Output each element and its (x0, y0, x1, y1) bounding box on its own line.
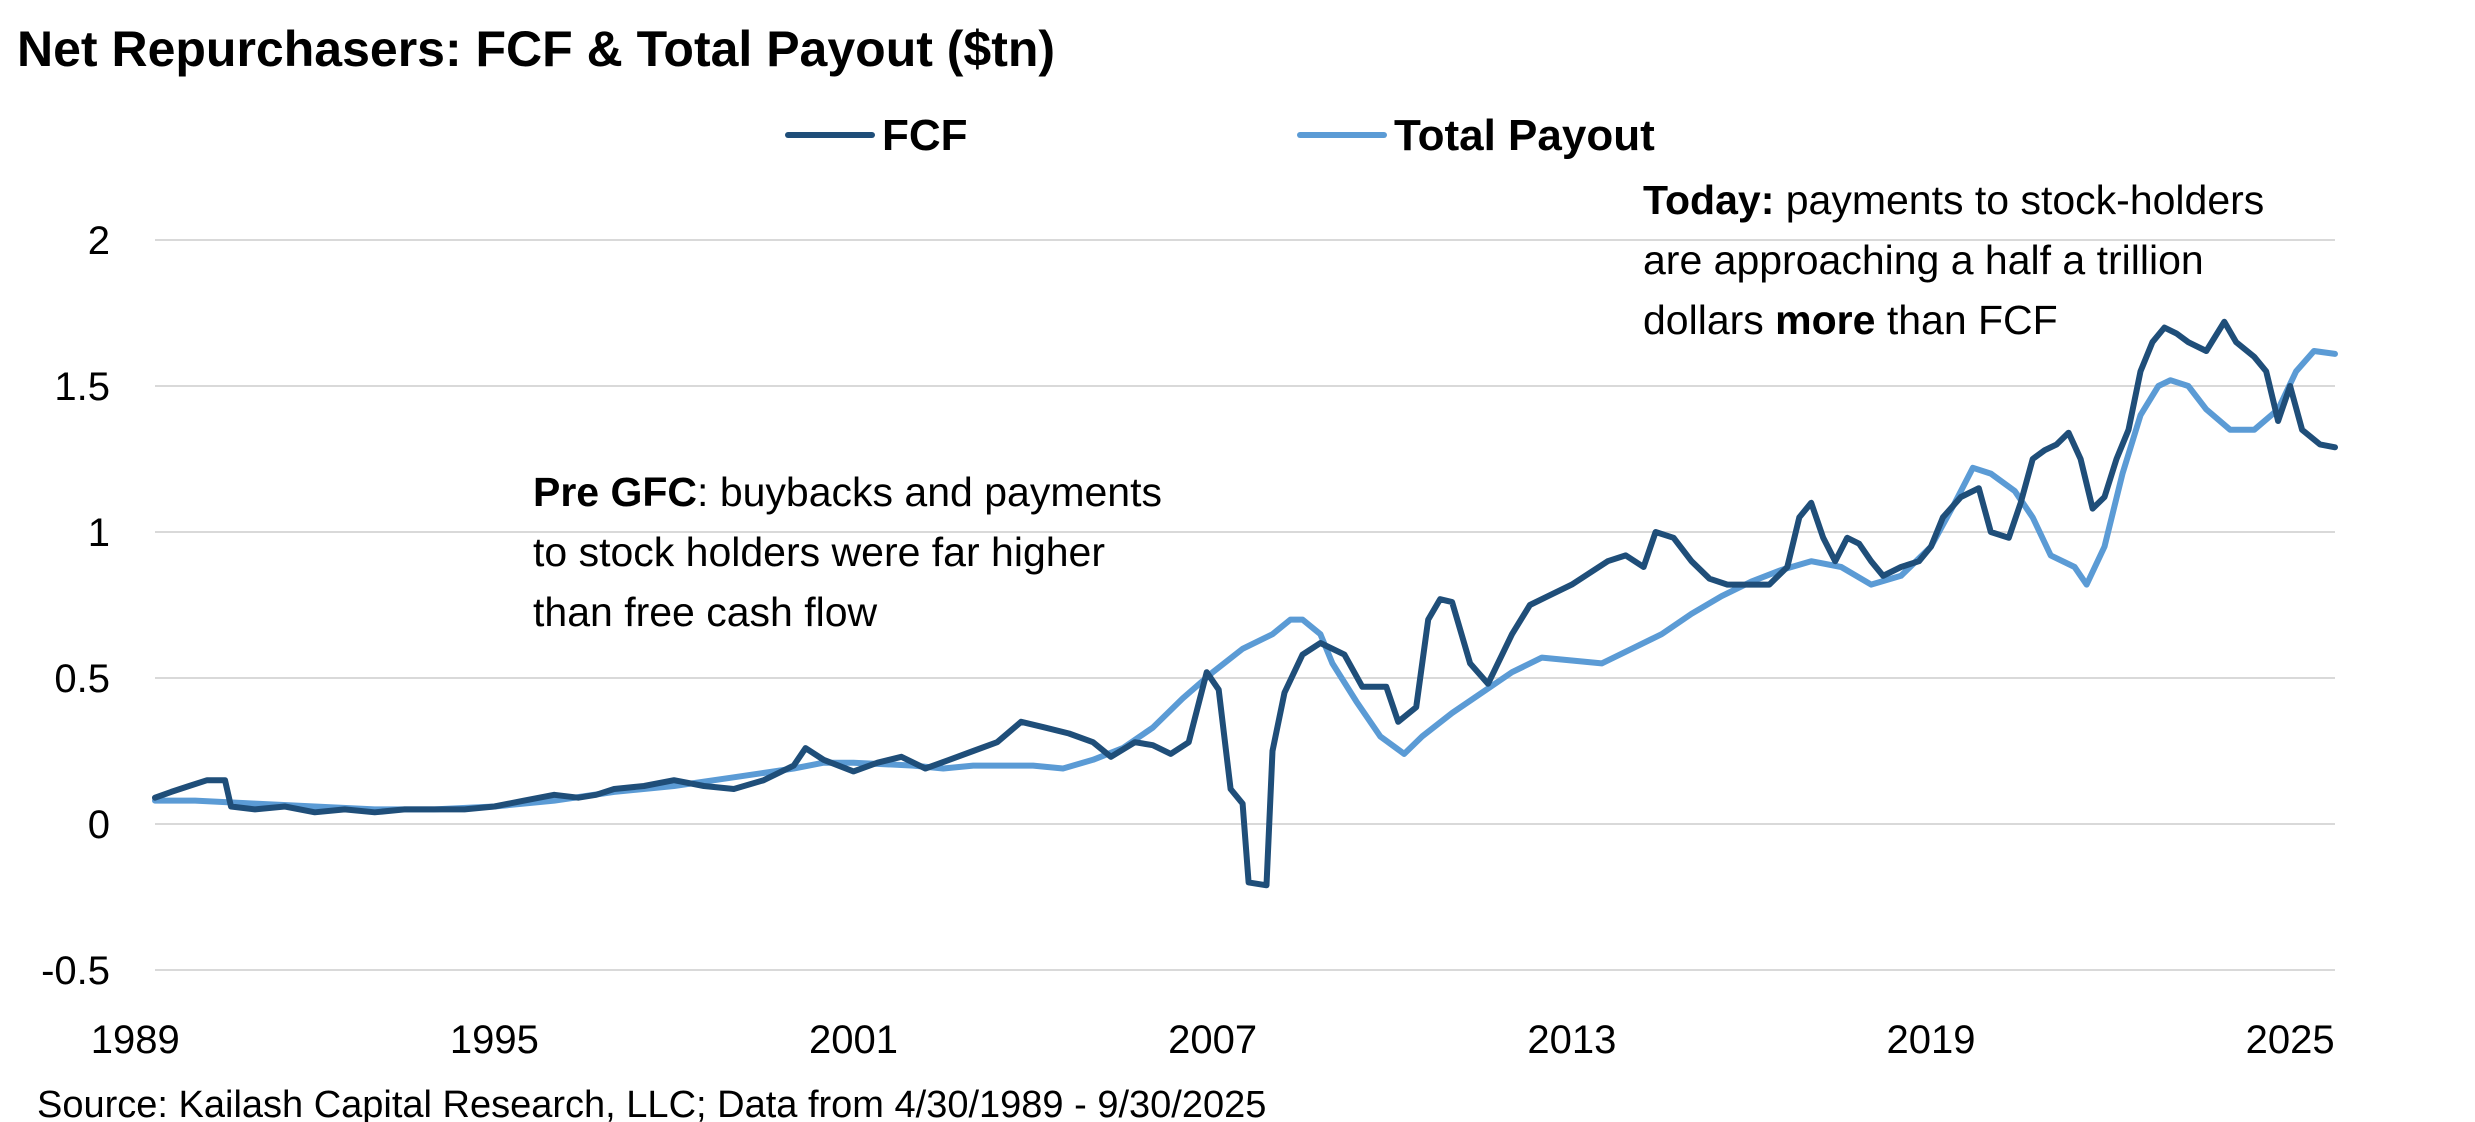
series-lines (152, 318, 2338, 889)
annotation-text-run: are approaching a half a trillion (1643, 237, 2204, 283)
series-line-total-payout (152, 348, 2338, 813)
x-tick-label: 1995 (450, 1018, 539, 1062)
x-tick-label: 2019 (1886, 1018, 1975, 1062)
chart-title: Net Repurchasers: FCF & Total Payout ($t… (17, 21, 1055, 77)
y-tick-label: 2 (88, 219, 110, 263)
annotation-text-run: than free cash flow (533, 589, 878, 635)
annotation-text-run: Pre GFC (533, 469, 697, 515)
x-tick-label: 1989 (91, 1018, 180, 1062)
legend: FCF Total Payout (785, 111, 1655, 160)
annotation-text-run: more (1775, 297, 1875, 343)
annotation-text-run: than FCF (1875, 297, 2057, 343)
gridlines (155, 239, 2335, 971)
x-tick-label: 2013 (1527, 1018, 1616, 1062)
annotation-text-run: : buybacks and payments (697, 469, 1162, 515)
annotation-pre-gfc: Pre GFC: buybacks and payments to stock h… (533, 469, 1162, 635)
y-tick-label: 1 (88, 511, 110, 555)
annotations: Pre GFC: buybacks and payments to stock h… (533, 177, 2264, 635)
x-tick-label: 2007 (1168, 1018, 1257, 1062)
y-tick-label: -0.5 (41, 949, 110, 993)
annotation-today: Today: payments to stock-holders are appr… (1643, 177, 2264, 343)
annotation-text-run: to stock holders were far higher (533, 529, 1105, 575)
y-tick-label: 1.5 (54, 365, 110, 409)
legend-label-payout: Total Payout (1394, 111, 1655, 160)
legend-label-fcf: FCF (882, 111, 968, 160)
y-tick-label: 0 (88, 803, 110, 847)
y-tick-label: 0.5 (54, 657, 110, 701)
x-tick-label: 2001 (809, 1018, 898, 1062)
x-tick-label: 2025 (2246, 1018, 2335, 1062)
series-line-fcf (152, 318, 2338, 889)
annotation-text-run: Today: (1643, 177, 1774, 223)
annotation-text-run: payments to stock-holders (1774, 177, 2264, 223)
y-axis-ticks: -0.5 0 0.5 1 1.5 2 (41, 219, 110, 993)
annotation-text-run: dollars (1643, 297, 1775, 343)
x-axis-ticks: 1989 1995 2001 2007 2013 2019 2025 (91, 1018, 2335, 1062)
source-note: Source: Kailash Capital Research, LLC; D… (37, 1084, 1266, 1122)
